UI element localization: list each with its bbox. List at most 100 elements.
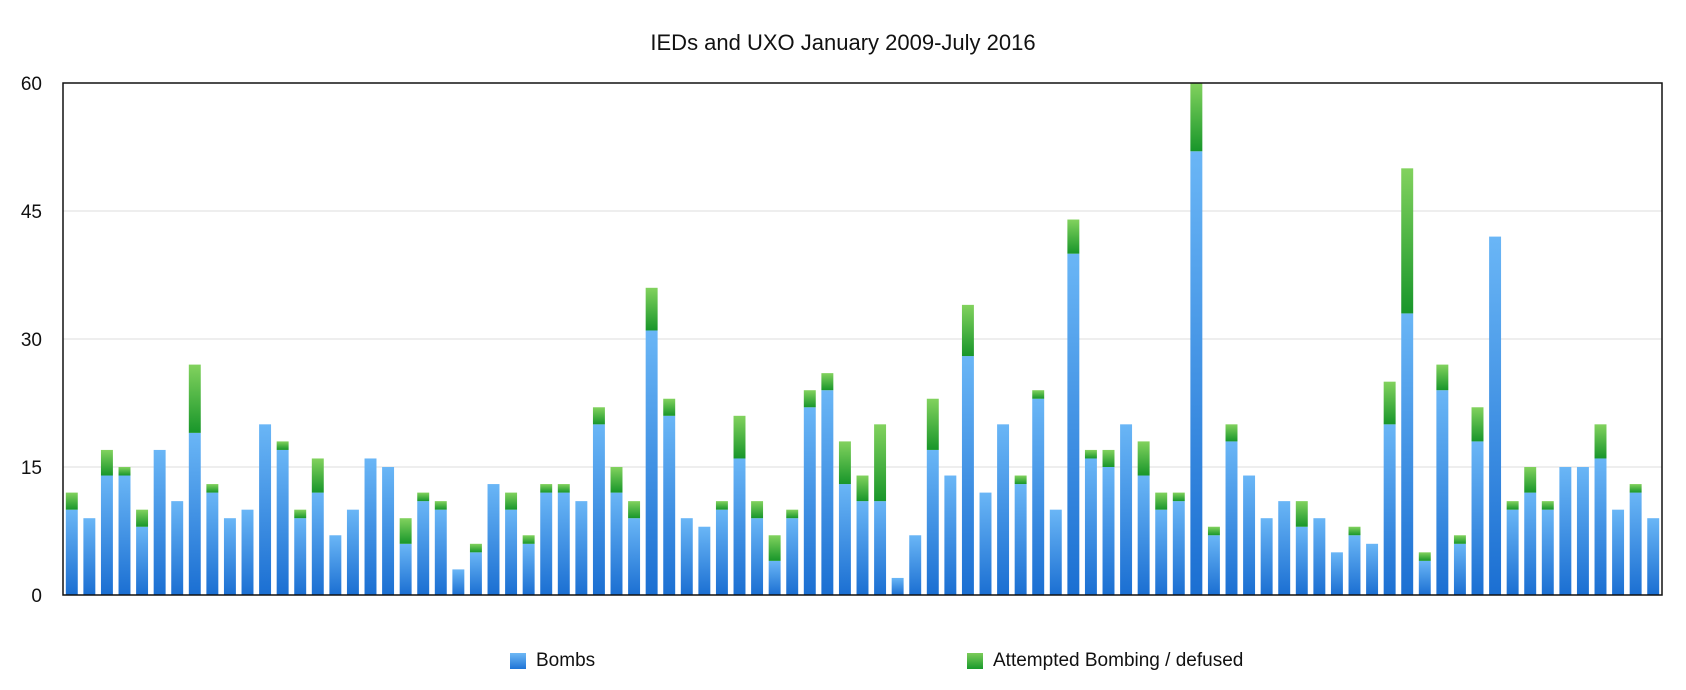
bar-bombs xyxy=(522,543,535,595)
bar-bombs xyxy=(821,390,834,595)
bar-defused xyxy=(118,467,131,476)
bar-bombs xyxy=(1225,441,1238,595)
plot-frame xyxy=(62,82,1663,596)
bar-bombs xyxy=(65,509,78,595)
bar-bombs xyxy=(452,569,465,595)
bar-bombs xyxy=(926,449,939,595)
bar-bombs xyxy=(505,509,518,595)
bar-defused xyxy=(1418,552,1431,561)
bar-bombs xyxy=(645,330,658,595)
bar-defused xyxy=(1190,83,1203,152)
bar-bombs xyxy=(346,509,359,595)
bar-bombs xyxy=(944,475,957,595)
bar-defused xyxy=(1348,526,1361,536)
bar-defused xyxy=(65,492,78,510)
legend-item-defused: Attempted Bombing / defused xyxy=(967,650,1243,672)
bar-bombs xyxy=(803,407,816,595)
bar-defused xyxy=(1137,441,1150,476)
bar-bombs xyxy=(1102,467,1115,595)
bar-defused xyxy=(1032,390,1045,399)
bar-defused xyxy=(1506,501,1519,510)
bar-bombs xyxy=(909,535,922,595)
y-tick-label: 0 xyxy=(31,586,42,607)
bar-defused xyxy=(1084,449,1097,459)
bar-bombs xyxy=(768,560,781,595)
legend-label-bombs: Bombs xyxy=(536,650,596,671)
bar-defused xyxy=(1453,535,1466,544)
bar-bombs xyxy=(1014,484,1027,595)
bar-bombs xyxy=(1172,501,1185,595)
bar-bombs xyxy=(294,518,307,595)
legend-item-bombs: Bombs xyxy=(510,650,595,672)
bar-defused xyxy=(610,467,623,493)
bar-defused xyxy=(540,484,553,493)
bar-bombs xyxy=(1155,509,1168,595)
bar-bombs xyxy=(83,518,96,595)
bar-bombs xyxy=(1049,509,1062,595)
bar-defused xyxy=(733,415,746,459)
bar-bombs xyxy=(364,458,377,595)
bar-defused xyxy=(1207,526,1220,536)
bar-bombs xyxy=(1506,509,1519,595)
bar-defused xyxy=(1401,168,1414,314)
bar-bombs xyxy=(1453,543,1466,595)
bar-bombs xyxy=(874,501,887,595)
bar-defused xyxy=(663,398,676,416)
bar-bombs xyxy=(786,518,799,595)
bar-bombs xyxy=(856,501,869,595)
bar-defused xyxy=(1155,492,1168,510)
bar-bombs xyxy=(434,509,447,595)
chart-title: IEDs and UXO January 2009-July 2016 xyxy=(650,30,1036,55)
bar-defused xyxy=(961,304,974,357)
bar-bombs xyxy=(241,509,254,595)
bar-bombs xyxy=(153,449,166,595)
bar-defused xyxy=(1594,424,1607,459)
bar-defused xyxy=(1014,475,1027,485)
bar-defused xyxy=(276,441,289,450)
bar-bombs xyxy=(557,492,570,595)
bar-bombs xyxy=(417,501,430,595)
bar-bombs xyxy=(891,577,904,595)
bar-bombs xyxy=(715,509,728,595)
bar-bombs xyxy=(206,492,219,595)
bar-defused xyxy=(628,501,641,519)
bar-bombs xyxy=(188,432,201,595)
bar-bombs xyxy=(1489,236,1502,595)
bar-bombs xyxy=(663,415,676,595)
bar-defused xyxy=(1524,467,1537,493)
bar-defused xyxy=(715,501,728,510)
bar-defused xyxy=(417,492,430,502)
bar-bombs xyxy=(469,552,482,595)
bar-bombs xyxy=(751,518,764,595)
bar-bombs xyxy=(540,492,553,595)
legend-swatch-defused xyxy=(967,653,983,669)
bar-bombs xyxy=(997,424,1010,595)
bar-defused xyxy=(1067,219,1080,254)
bar-defused xyxy=(399,518,412,544)
bar-defused xyxy=(856,475,869,502)
bar-defused xyxy=(1383,381,1396,425)
bar-bombs xyxy=(628,518,641,595)
bar-bombs xyxy=(329,535,342,595)
y-tick-label: 60 xyxy=(21,74,42,95)
bar-defused xyxy=(768,535,781,561)
bar-bombs xyxy=(1418,560,1431,595)
bar-bombs xyxy=(1629,492,1642,595)
bar-defused xyxy=(206,484,219,493)
bar-bombs xyxy=(1067,253,1080,596)
bar-defused xyxy=(434,501,447,510)
bar-bombs xyxy=(1594,458,1607,595)
bar-bombs xyxy=(399,543,412,595)
bar-bombs xyxy=(1207,535,1220,595)
bar-bombs xyxy=(223,518,236,595)
bar-bombs xyxy=(1260,518,1273,595)
bar-bombs xyxy=(680,518,693,595)
bar-bombs xyxy=(1084,458,1097,595)
bar-defused xyxy=(874,424,887,502)
bar-defused xyxy=(311,458,324,493)
bar-bombs xyxy=(1348,535,1361,595)
bar-bombs xyxy=(1524,492,1537,595)
bar-defused xyxy=(1225,424,1238,442)
y-tick-label: 45 xyxy=(21,202,42,223)
